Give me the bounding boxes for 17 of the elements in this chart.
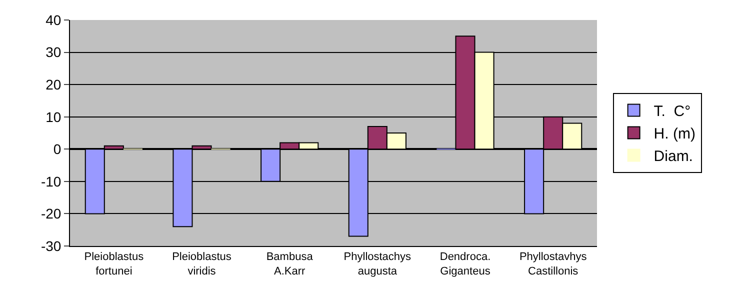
x-tick-label: Pleioblastus viridis (172, 251, 232, 278)
y-tick-label: -20 (40, 206, 62, 222)
x-tick-label: Phyllostavhys Castillonis (519, 251, 588, 278)
y-tick-label: 20 (46, 76, 62, 92)
x-tick-label: Dendroca. Giganteus (440, 251, 491, 278)
y-tick-label: 30 (46, 44, 62, 60)
y-tick-label: -10 (40, 173, 62, 190)
y-tick-label: 10 (46, 108, 62, 125)
legend-label: H. (m) (654, 126, 696, 143)
y-tick-label: 40 (46, 12, 62, 28)
legend-label: T. C° (654, 103, 691, 120)
y-tick-label: -30 (40, 238, 62, 254)
x-tick-label: Pleioblastus fortunei (84, 251, 144, 278)
x-tick-label: Phyllostachys augusta (344, 251, 412, 278)
y-tick-label: 0 (53, 141, 62, 158)
x-tick-label: Bambusa A.Karr (266, 251, 314, 278)
legend-label: Diam. (654, 148, 693, 166)
